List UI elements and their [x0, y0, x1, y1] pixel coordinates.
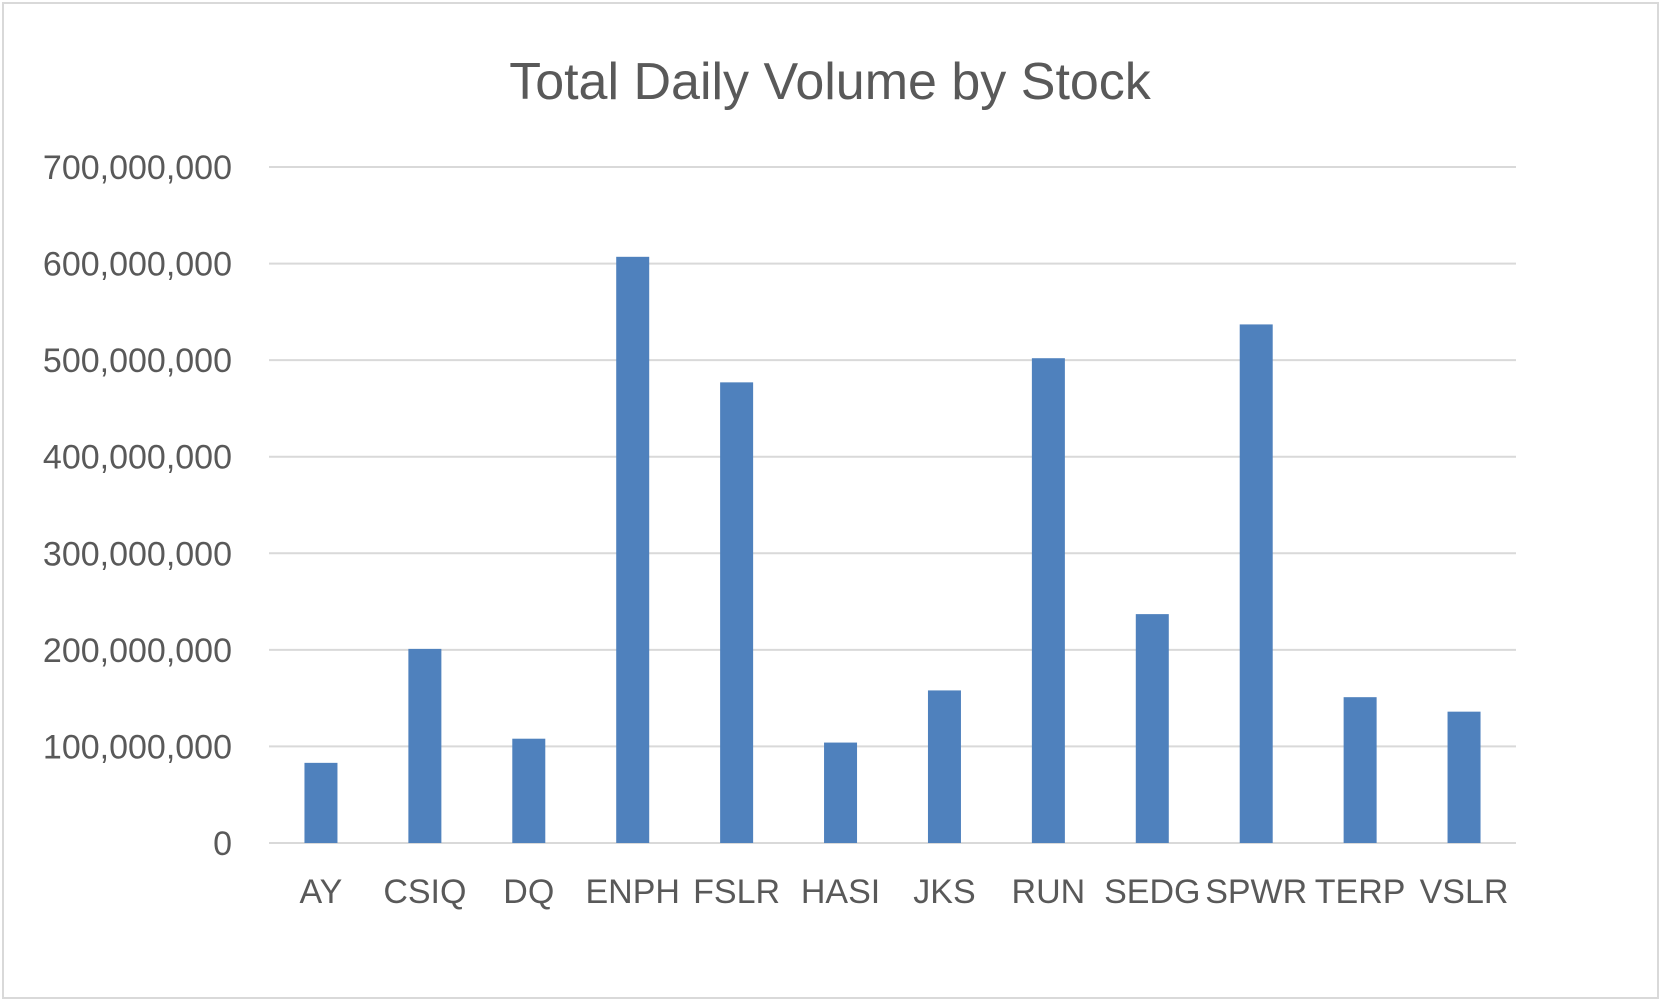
- y-tick-label: 400,000,000: [43, 439, 232, 477]
- y-tick-label: 600,000,000: [43, 246, 232, 284]
- bar-run: [1031, 358, 1065, 843]
- y-tick-label: 500,000,000: [43, 342, 232, 380]
- bar-enph: [616, 256, 650, 844]
- bar-sedg: [1135, 614, 1169, 843]
- bar-jks: [927, 690, 961, 843]
- bars: [304, 256, 1481, 844]
- x-tick-label-terp: TERP: [1315, 873, 1406, 911]
- x-tick-label-vslr: VSLR: [1420, 873, 1509, 911]
- x-tick-label-fslr: FSLR: [693, 873, 780, 911]
- bar-chart: Total Daily Volume by Stock 0 100,000,000…: [43, 53, 1516, 911]
- y-tick-label: 300,000,000: [43, 535, 232, 573]
- bar-spwr: [1239, 324, 1273, 843]
- x-tick-label-jks: JKS: [913, 873, 975, 911]
- bar-fslr: [720, 382, 754, 843]
- y-axis-tick-labels: 0 100,000,000 200,000,000 300,000,000 400,00…: [43, 149, 232, 863]
- chart-title: Total Daily Volume by Stock: [509, 53, 1152, 111]
- y-tick-label: 100,000,000: [43, 728, 232, 766]
- y-tick-label: 0: [213, 825, 232, 863]
- bar-hasi: [824, 742, 858, 843]
- bar-dq: [512, 738, 546, 843]
- x-tick-label-hasi: HASI: [801, 873, 880, 911]
- x-tick-label-spwr: SPWR: [1205, 873, 1307, 911]
- x-tick-label-dq: DQ: [503, 873, 554, 911]
- x-axis-tick-labels: AY CSIQ DQ ENPH FSLR HASI JKS RUN SEDG SPWR TERP VS…: [300, 873, 1509, 911]
- y-tick-label: 200,000,000: [43, 632, 232, 670]
- x-tick-label-run: RUN: [1012, 873, 1086, 911]
- bar-csiq: [408, 648, 442, 843]
- bar-terp: [1343, 697, 1377, 843]
- x-tick-label-sedg: SEDG: [1104, 873, 1200, 911]
- x-tick-label-enph: ENPH: [585, 873, 679, 911]
- gridlines: [269, 166, 1516, 844]
- x-tick-label-csiq: CSIQ: [383, 873, 466, 911]
- bar-ay: [304, 762, 338, 843]
- x-tick-label-ay: AY: [300, 873, 343, 911]
- y-tick-label: 700,000,000: [43, 149, 232, 187]
- bar-vslr: [1447, 711, 1481, 843]
